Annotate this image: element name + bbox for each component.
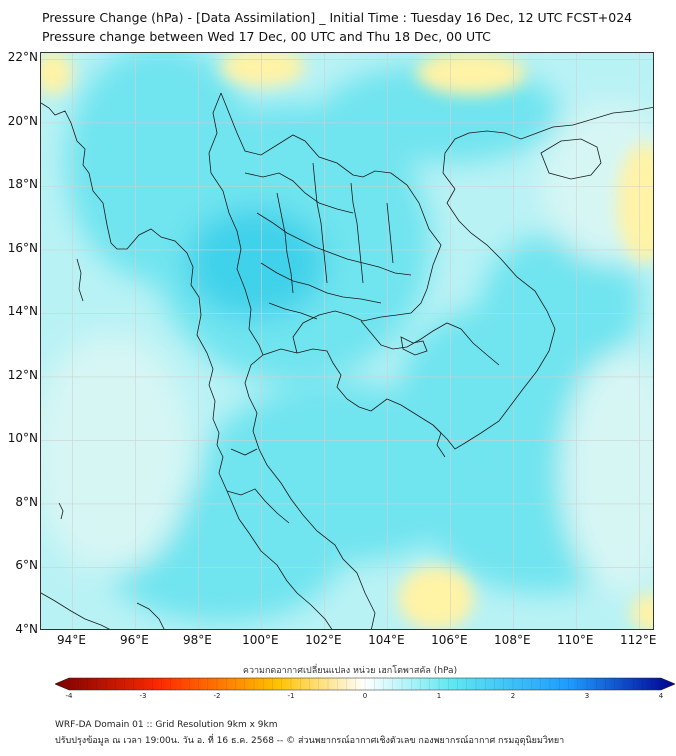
lat-label: 20°N — [7, 113, 38, 128]
colorbar-tick-label: 3 — [584, 692, 590, 700]
colorbar-tick-label: 0 — [362, 692, 368, 700]
lon-label: 104°E — [368, 633, 405, 647]
colorbar-tick-label: -4 — [65, 692, 73, 700]
colorbar-tick-label: 1 — [436, 692, 442, 700]
lon-label: 96°E — [120, 633, 149, 647]
footer-credit: ปรับปรุงข้อมูล ณ เวลา 19:00น. วัน อ. ที่… — [55, 736, 565, 746]
colorbar-gradient — [55, 677, 675, 691]
graticule — [41, 53, 653, 629]
map-panel — [40, 52, 654, 630]
footer-model-info: WRF-DA Domain 01 :: Grid Resolution 9km … — [55, 720, 278, 730]
lon-label: 98°E — [182, 633, 212, 647]
lat-label: 10°N — [7, 431, 38, 446]
colorbar-title: ความกดอากาศเปลี่ยนแปลง หน่วย เฮกโตพาสคัล… — [242, 666, 458, 676]
lat-label: 16°N — [7, 240, 38, 255]
lon-label: 108°E — [494, 633, 531, 647]
colorbar-tick-marks — [68, 678, 662, 690]
chart-subtitle: Pressure change between Wed 17 Dec, 00 U… — [42, 29, 491, 44]
colorbar-tick-label: -3 — [139, 692, 147, 700]
lat-label: 18°N — [7, 177, 38, 192]
lon-label: 106°E — [431, 633, 468, 647]
lon-label: 110°E — [557, 633, 594, 647]
lon-label: 102°E — [305, 633, 342, 647]
chart-title: Pressure Change (hPa) - [Data Assimilati… — [42, 10, 633, 25]
colorbar-tick-label: -1 — [287, 692, 295, 700]
lon-label: 94°E — [57, 633, 86, 647]
lon-label: 112°E — [620, 633, 657, 647]
lat-label: 4°N — [15, 622, 38, 636]
colorbar — [55, 677, 675, 691]
colorbar-tick-label: -2 — [213, 692, 221, 700]
lat-label: 6°N — [15, 558, 38, 573]
lat-label: 14°N — [7, 304, 38, 319]
coastlines-and-borders — [41, 92, 653, 629]
lat-label: 22°N — [7, 50, 38, 65]
colorbar-tick-label: 4 — [658, 692, 664, 700]
pressure-field — [41, 53, 653, 629]
pressure-change-map — [41, 53, 653, 629]
lat-label: 8°N — [15, 494, 38, 509]
colorbar-tick-label: 2 — [510, 692, 516, 700]
lat-label: 12°N — [7, 367, 38, 382]
lon-label: 100°E — [242, 633, 279, 647]
